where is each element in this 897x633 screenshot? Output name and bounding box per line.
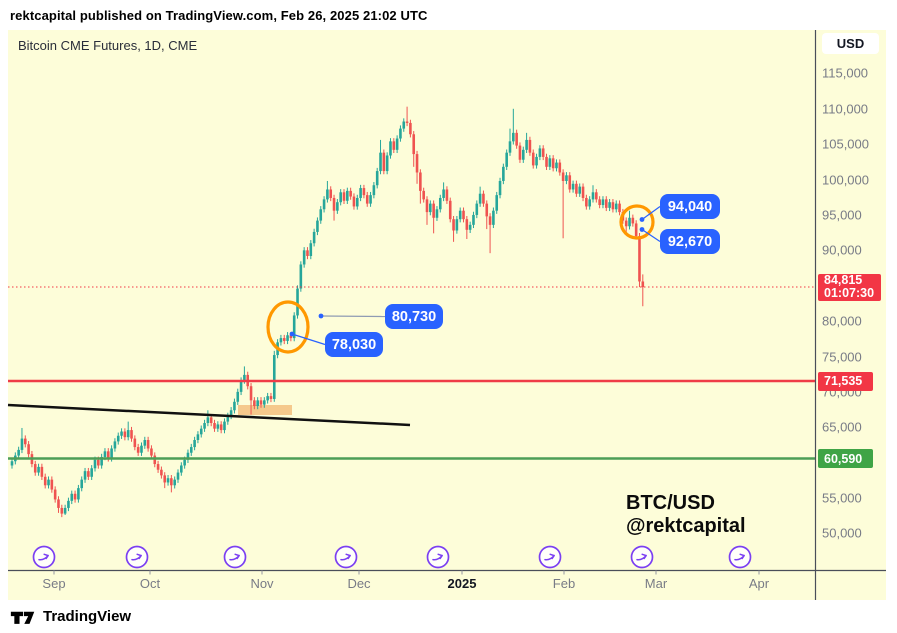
resistance-level-tag: 71,535 <box>818 371 873 391</box>
watermark-symbol: BTC/USD <box>626 492 715 514</box>
price-axis-label: 90,000 <box>822 242 862 258</box>
tradingview-brand-text[interactable]: TradingView <box>43 608 132 625</box>
last-price-value: 84,815 <box>824 273 863 287</box>
price-axis-label: 105,000 <box>822 136 869 152</box>
price-callout[interactable]: 94,040 <box>660 194 720 219</box>
price-axis-label: 80,000 <box>822 313 862 329</box>
chart-canvas[interactable] <box>8 30 886 600</box>
price-axis-label: 55,000 <box>822 490 862 506</box>
time-axis-label-mar: Mar <box>644 576 668 591</box>
publish-info-text: rektcapital published on TradingView.com… <box>10 7 428 23</box>
time-axis-label-oct: Oct <box>139 576 161 591</box>
time-axis-label-nov: Nov <box>250 576 274 591</box>
price-callout[interactable]: 78,030 <box>325 332 383 357</box>
time-axis-label-feb: Feb <box>552 576 576 591</box>
price-callout[interactable]: 92,670 <box>660 229 720 254</box>
price-axis-label: 95,000 <box>822 207 862 223</box>
price-axis-label: 50,000 <box>822 525 862 541</box>
watermark-handle: @rektcapital <box>626 515 746 537</box>
time-axis-label-dec: Dec <box>347 576 371 591</box>
publish-header: rektcapital published on TradingView.com… <box>0 0 897 30</box>
symbol-title[interactable]: Bitcoin CME Futures, 1D, CME <box>18 38 198 53</box>
time-axis-label-2025: 2025 <box>447 576 477 591</box>
tradingview-logo-icon[interactable] <box>10 607 36 627</box>
price-axis-label: 65,000 <box>822 419 862 435</box>
price-axis-label: 100,000 <box>822 172 869 188</box>
currency-button[interactable]: USD <box>822 33 879 54</box>
price-axis-label: 110,000 <box>822 101 869 117</box>
watermark: BTC/USD @rektcapital <box>626 492 746 538</box>
time-axis-label-sep: Sep <box>42 576 66 591</box>
support-level-tag: 60,590 <box>818 449 873 468</box>
footer-brand-bar: TradingView <box>0 600 897 633</box>
time-axis[interactable] <box>8 570 815 600</box>
price-axis-label: 115,000 <box>822 65 869 81</box>
price-axis-label: 75,000 <box>822 349 862 364</box>
last-price-tag: 84,815 01:07:30 <box>818 273 881 301</box>
price-callout[interactable]: 80,730 <box>385 304 443 329</box>
bar-close-countdown: 01:07:30 <box>824 286 875 300</box>
time-axis-label-apr: Apr <box>748 576 770 591</box>
